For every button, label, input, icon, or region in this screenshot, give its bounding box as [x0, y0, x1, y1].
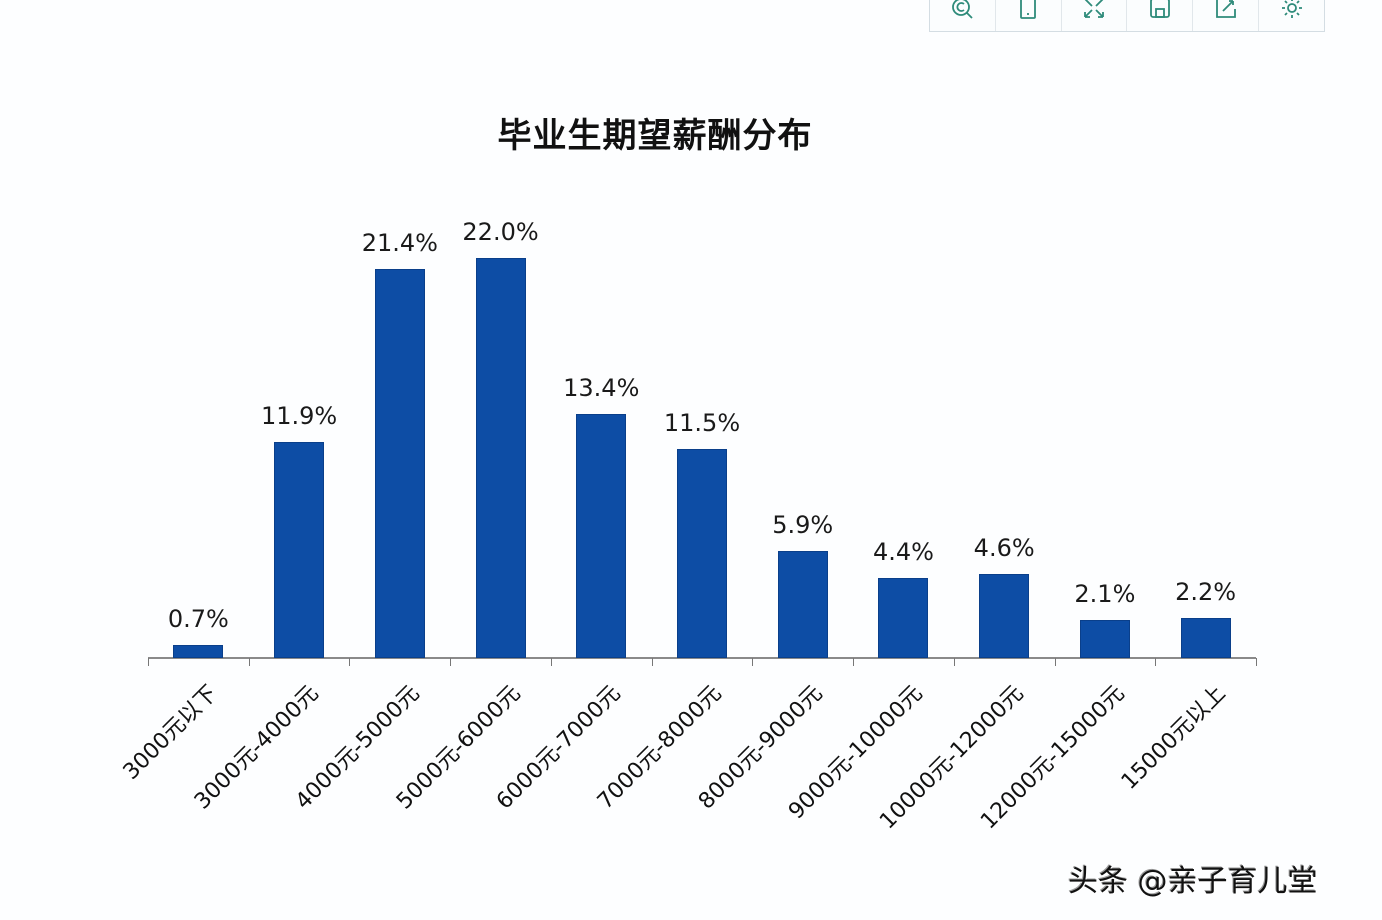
mobile-view-button[interactable]	[996, 0, 1062, 31]
fullscreen-icon	[1084, 0, 1104, 18]
bar[interactable]	[274, 441, 325, 658]
x-axis-line	[148, 657, 1256, 659]
zoom-button[interactable]	[930, 0, 996, 31]
x-axis-tick	[651, 658, 653, 666]
bar[interactable]	[979, 574, 1030, 658]
bar[interactable]	[1079, 619, 1130, 658]
bar-value-label: 2.1%	[1074, 579, 1136, 608]
watermark-text: 头条 @亲子育儿堂	[1068, 864, 1318, 899]
x-axis-tick	[1155, 658, 1157, 666]
fullscreen-button[interactable]	[1062, 0, 1128, 31]
gear-icon	[1281, 0, 1302, 18]
bar[interactable]	[1180, 618, 1231, 658]
bar[interactable]	[878, 578, 929, 658]
bar-value-label: 11.9%	[260, 401, 338, 430]
x-axis-tick	[349, 658, 351, 666]
share-icon	[1215, 0, 1236, 18]
bar-value-label: 4.6%	[973, 534, 1035, 563]
bar-value-label: 21.4%	[361, 228, 438, 257]
bar-value-label: 5.9%	[772, 510, 834, 539]
bar-value-label: 22.0%	[462, 218, 539, 246]
bar[interactable]	[173, 645, 224, 658]
x-axis-tick	[752, 658, 754, 666]
bar[interactable]	[677, 448, 727, 658]
x-axis-tick	[853, 658, 855, 666]
bar-value-label: 13.4%	[563, 374, 640, 403]
bar[interactable]	[475, 258, 526, 658]
save-button[interactable]	[1127, 0, 1194, 31]
x-axis-tick	[248, 658, 250, 666]
x-axis-tick	[550, 658, 552, 666]
bar-value-label: 0.7%	[167, 605, 229, 634]
save-icon	[1149, 0, 1170, 18]
x-axis-category-label: 15000元以上	[1116, 680, 1231, 795]
tablet-icon	[1020, 0, 1037, 19]
bar[interactable]	[374, 268, 425, 658]
zoom-search-icon	[952, 0, 974, 19]
x-axis-tick	[450, 658, 452, 666]
x-axis-tick	[1054, 658, 1056, 666]
bar-value-label: 4.4%	[872, 538, 934, 566]
x-axis-tick	[953, 658, 955, 666]
bar[interactable]	[576, 414, 627, 658]
bar[interactable]	[777, 550, 828, 658]
share-button[interactable]	[1193, 0, 1260, 31]
settings-button[interactable]	[1259, 0, 1324, 31]
chart-title: 毕业生期望薪酬分布	[497, 116, 813, 156]
bar-value-label: 2.2%	[1175, 578, 1237, 606]
x-axis-tick	[148, 658, 149, 666]
bar-value-label: 11.5%	[663, 408, 741, 437]
chart-toolbar	[929, 0, 1325, 32]
x-axis-tick	[1256, 658, 1257, 666]
